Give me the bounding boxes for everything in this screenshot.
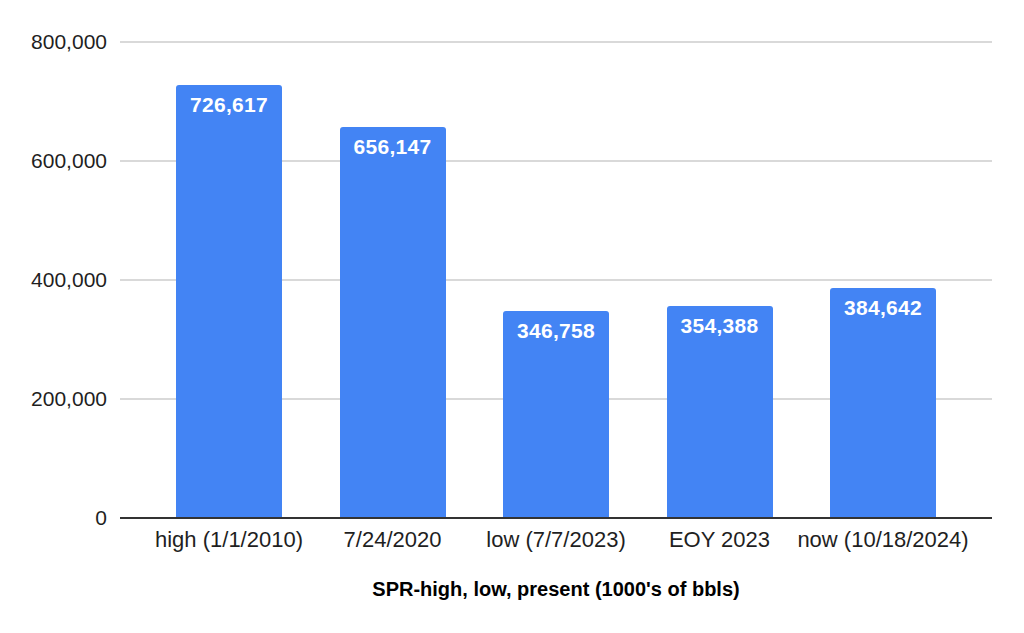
bar: 354,388 — [667, 306, 773, 517]
bar-chart: 800,000 600,000 400,000 200,000 0 726,617 656… — [0, 0, 1024, 633]
bar-value-label: 726,617 — [176, 85, 282, 117]
bar: 384,642 — [830, 288, 936, 517]
gridline — [120, 41, 992, 43]
x-tick-label: now (10/18/2024) — [797, 527, 968, 553]
bar: 346,758 — [503, 311, 609, 517]
y-axis: 800,000600,000400,000200,0000 — [0, 42, 107, 518]
x-axis-baseline — [120, 517, 992, 519]
y-tick-label: 400,000 — [0, 268, 107, 292]
x-tick-label: low (7/7/2023) — [486, 527, 625, 553]
chart-title: SPR-high, low, present (1000's of bbls) — [120, 578, 992, 601]
x-tick-label: high (1/1/2010) — [155, 527, 303, 553]
y-tick-label: 600,000 — [0, 149, 107, 173]
x-axis: high (1/1/2010) 7/24/2020 low (7/7/2023) EO… — [120, 527, 992, 553]
bar-value-label: 346,758 — [503, 311, 609, 343]
x-tick-label: 7/24/2020 — [344, 527, 442, 553]
y-tick-label: 0 — [0, 506, 107, 530]
x-tick-label: EOY 2023 — [669, 527, 770, 553]
bar: 726,617 — [176, 85, 282, 517]
y-tick-label: 200,000 — [0, 387, 107, 411]
bar: 656,147 — [340, 127, 446, 517]
bar-value-label: 354,388 — [667, 306, 773, 338]
y-tick-label: 800,000 — [0, 30, 107, 54]
bar-value-label: 656,147 — [340, 127, 446, 159]
bar-value-label: 384,642 — [830, 288, 936, 320]
plot-area: 726,617 656,147 346,758 354,388 384,642 — [120, 42, 992, 518]
